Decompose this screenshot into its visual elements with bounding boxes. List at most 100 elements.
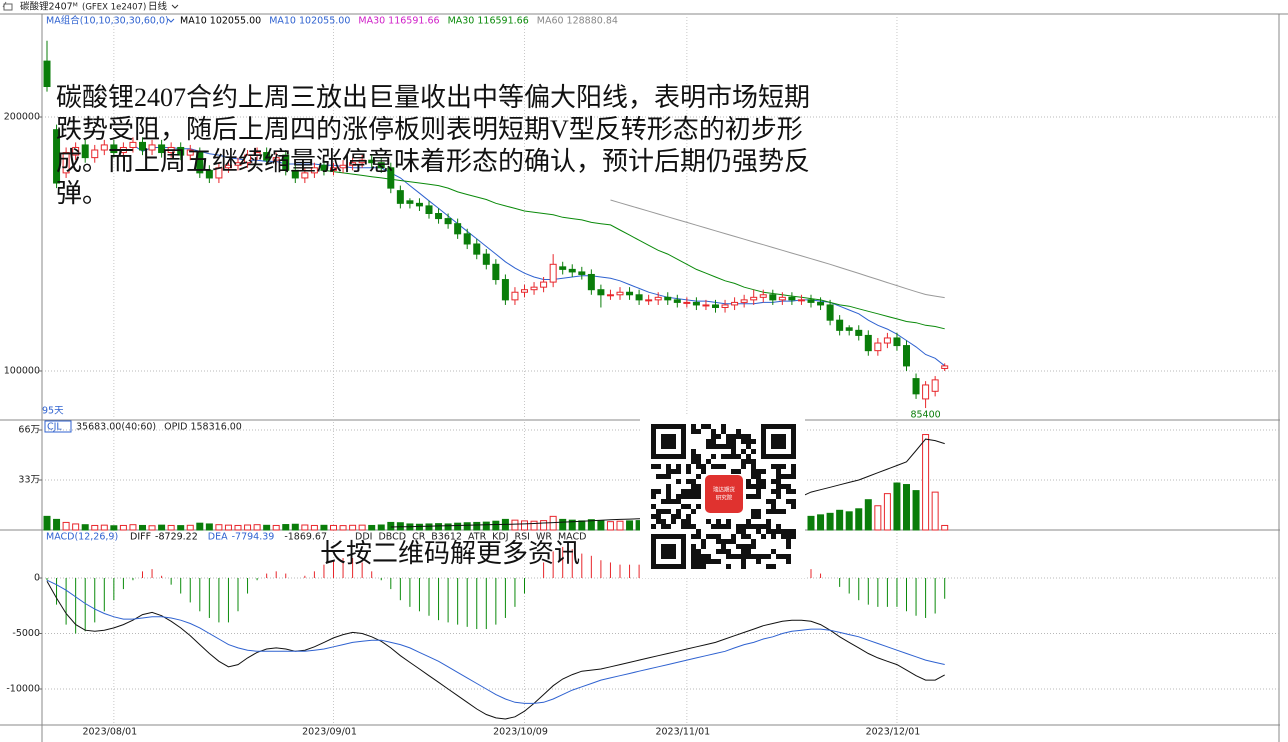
indicator-box[interactable] <box>44 420 72 433</box>
indicator-tab[interactable]: DDI <box>355 532 372 543</box>
qr-module <box>756 489 761 494</box>
qr-module <box>791 529 796 534</box>
qr-module <box>791 534 796 539</box>
macd-title[interactable]: MACD(12,26,9) <box>46 532 118 543</box>
qr-module <box>661 499 666 504</box>
candle-body <box>196 152 204 174</box>
qr-module <box>701 564 706 569</box>
candle-body <box>167 146 175 154</box>
qr-module <box>746 459 751 464</box>
qr-module <box>666 494 671 499</box>
qr-module <box>736 434 741 439</box>
ma-readout: MA10 102055.00 <box>180 16 261 27</box>
qr-module <box>776 509 781 514</box>
qr-module <box>706 444 711 449</box>
candle-body <box>673 299 681 303</box>
qr-module <box>726 434 731 439</box>
candle-body <box>473 243 481 255</box>
candle-body <box>492 263 500 281</box>
volume-bar <box>310 524 318 531</box>
volume-bar <box>72 523 80 531</box>
indicator-tab[interactable]: B3612 <box>431 532 462 543</box>
ma-line <box>323 169 945 330</box>
qr-module <box>781 534 786 539</box>
qr-module <box>781 474 786 479</box>
qr-module <box>696 429 701 434</box>
volume-bar <box>587 519 595 531</box>
qr-module <box>696 534 701 539</box>
qr-module <box>721 454 726 459</box>
qr-module <box>766 509 771 514</box>
qr-module <box>746 544 751 549</box>
qr-module <box>766 529 771 534</box>
indicator-tab[interactable]: KDJ <box>492 532 508 543</box>
qr-module <box>691 524 696 529</box>
x-tick-label: 2023/08/01 <box>82 727 137 738</box>
volume-readout: 35683.00(40:60) <box>76 422 156 433</box>
qr-module <box>741 549 746 554</box>
qr-module <box>751 544 756 549</box>
volume-bar <box>368 524 376 531</box>
indicator-tab[interactable]: WR <box>536 532 552 543</box>
qr-module <box>716 524 721 529</box>
candle-body <box>339 164 347 169</box>
qr-module <box>771 479 776 484</box>
candle-body <box>922 384 930 400</box>
qr-module <box>656 489 661 494</box>
volume-bar <box>301 524 309 531</box>
volume-bar <box>626 520 634 531</box>
indicator-tab[interactable]: RSI <box>515 532 530 543</box>
candle-body <box>912 378 920 395</box>
candle-body <box>310 167 318 174</box>
x-tick-label: 2023/12/01 <box>866 727 921 738</box>
volume-bar <box>339 525 347 531</box>
qr-module <box>691 559 696 564</box>
volume-title[interactable]: CJL <box>47 422 62 433</box>
volume-bar <box>540 520 548 531</box>
qr-module <box>756 474 761 479</box>
volume-bar <box>435 523 443 531</box>
dropdown-arrow[interactable] <box>171 4 179 9</box>
volume-bar <box>330 524 337 531</box>
dropdown-arrow[interactable] <box>167 18 175 23</box>
qr-module <box>686 514 691 519</box>
indicator-tab[interactable]: DBCD <box>378 532 406 543</box>
qr-module <box>731 539 736 544</box>
qr-module <box>771 489 776 494</box>
qr-module <box>701 424 706 429</box>
qr-module <box>711 559 716 564</box>
candle-body <box>415 202 423 207</box>
candle-body <box>330 167 337 171</box>
candle-body <box>645 299 653 302</box>
indicator-title[interactable]: MA组合(10,10,30,30,60,0) <box>46 15 169 27</box>
qr-module <box>711 434 716 439</box>
candle-body <box>845 327 853 331</box>
qr-module <box>691 509 696 514</box>
volume-bar <box>606 521 614 531</box>
qr-module <box>651 494 656 499</box>
volume-bar <box>912 490 920 531</box>
qr-module <box>731 449 736 454</box>
qr-module <box>726 564 731 569</box>
period[interactable]: 日线 <box>148 1 168 13</box>
qr-module <box>716 539 721 544</box>
qr-module <box>696 459 701 464</box>
qr-module <box>761 484 766 489</box>
candle-body <box>769 294 777 301</box>
qr-module <box>716 519 721 524</box>
qr-module <box>736 544 741 549</box>
symbol: 碳酸锂2407ᴹ <box>20 1 78 13</box>
qr-module <box>651 464 656 469</box>
indicator-tab[interactable]: CR <box>412 532 426 543</box>
volume-bar <box>616 520 624 531</box>
volume-bar <box>167 524 175 531</box>
candle-body <box>158 144 166 154</box>
indicator-tab[interactable]: ATR <box>468 532 487 543</box>
qr-module <box>751 494 756 499</box>
indicator-tab[interactable]: MACD <box>558 532 586 543</box>
qr-module <box>741 449 746 454</box>
qr-module <box>756 469 761 474</box>
candle-body <box>62 152 70 174</box>
qr-module <box>691 454 696 459</box>
candle-body <box>482 253 490 265</box>
